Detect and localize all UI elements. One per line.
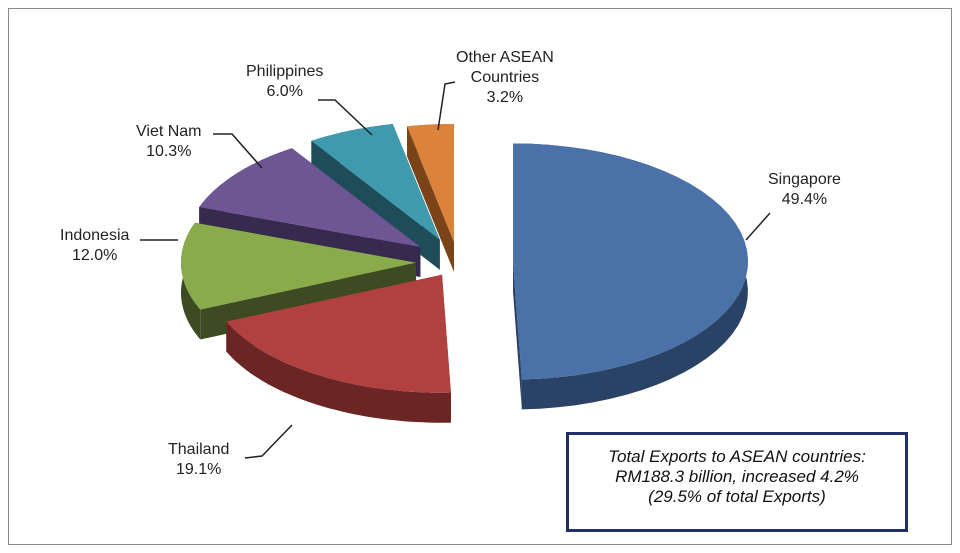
annotation-line: RM188.3 billion, increased 4.2%	[615, 467, 859, 486]
slice-value: 12.0%	[72, 247, 118, 264]
label-philippines: Philippines 6.0%	[246, 62, 323, 102]
leader-line	[213, 133, 263, 169]
leader-line	[437, 81, 456, 131]
leader-line	[318, 99, 373, 136]
slice-top	[311, 124, 440, 240]
leader-line	[745, 212, 771, 241]
label-indonesia: Indonesia 12.0%	[60, 226, 129, 266]
slice-label: Singapore	[768, 171, 841, 188]
slice-label: Thailand	[168, 441, 230, 458]
pie-slice-other-asean-countries	[407, 124, 454, 273]
pie-slice-thailand	[226, 274, 451, 423]
slice-label: Viet Nam	[136, 123, 202, 140]
chart-frame	[8, 8, 952, 545]
annotation-line: Total Exports to ASEAN countries:	[608, 447, 866, 466]
slice-label: Philippines	[246, 63, 324, 80]
slice-top	[181, 222, 417, 310]
pie-slice-viet-nam	[199, 148, 421, 278]
leader-line	[244, 424, 293, 459]
slice-value: 3.2%	[486, 89, 524, 106]
slice-side	[226, 321, 451, 423]
slice-top	[407, 124, 454, 243]
slice-value: 19.1%	[176, 461, 222, 478]
slice-top	[226, 274, 451, 393]
slice-label: Indonesia	[60, 227, 130, 244]
annotation-line: (29.5% of total Exports)	[648, 487, 826, 506]
slice-value: 6.0%	[266, 83, 303, 100]
slice-label: Countries	[470, 69, 540, 86]
slice-top	[512, 143, 748, 380]
slice-label: Other ASEAN	[456, 49, 554, 66]
label-viet-nam: Viet Nam 10.3%	[136, 122, 202, 162]
summary-annotation-box: Total Exports to ASEAN countries: RM188.…	[566, 432, 908, 532]
pie-slice-singapore	[512, 143, 748, 410]
label-other-asean: Other ASEAN Countries 3.2%	[456, 48, 554, 108]
label-thailand: Thailand 19.1%	[168, 440, 229, 480]
label-singapore: Singapore 49.4%	[768, 170, 841, 210]
slice-wall	[512, 261, 522, 410]
slice-wall	[407, 126, 454, 273]
slice-value: 10.3%	[146, 143, 192, 160]
slice-top	[199, 148, 421, 248]
slice-value: 49.4%	[781, 191, 828, 208]
